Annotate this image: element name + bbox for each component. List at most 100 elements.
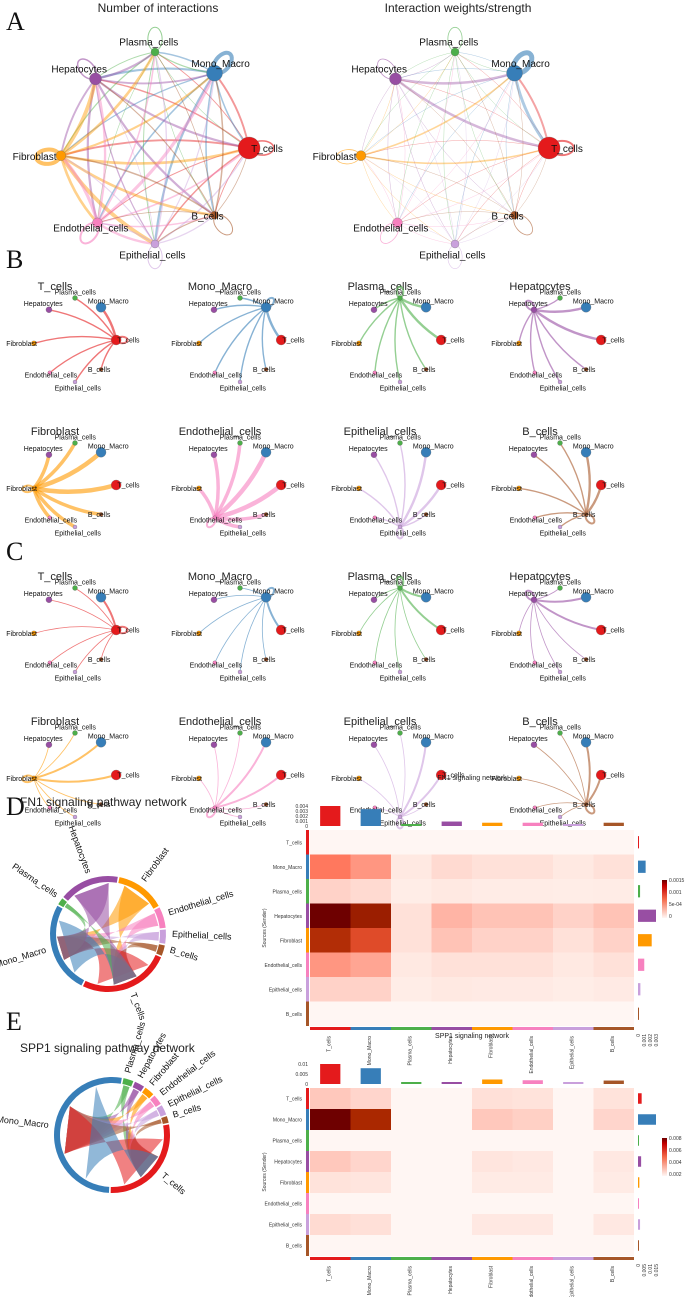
chord-label-Mono_Macro: Mono_Macro [0,945,47,970]
label-Fibroblast: Fibroblast [13,152,57,163]
panelC-title-5: Endothelial_cells [179,716,262,728]
hm-col-label-Epithelial_cells: Epithelial_cells [569,1266,575,1297]
chord-ribbon-Mono_Macro-T_cells [85,1086,159,1179]
edge-B_cells-Endothelial_cells [534,512,587,519]
hm-cell [472,1109,513,1130]
node-T_cells [436,479,447,491]
hm-cell [593,879,634,904]
panelD-chord: Fibroblast Endothelial_cells Epithelial_ce… [0,824,235,1022]
chord-arc-Epithelial_cells [159,929,166,944]
label-B_cells: B_cells [573,657,596,664]
panelE-chord-title: SPP1 signaling pathway network [20,1041,196,1055]
label-Fibroblast: Fibroblast [331,631,362,638]
label-Epithelial_cells: Epithelial_cells [540,385,587,392]
node-Endothelial_cells [47,805,52,810]
edge-Endothelial_cells-Epithelial_cells [214,807,241,818]
chord-arc-Endothelial_cells [154,907,166,929]
hm-col-bar-Endothelial_cells [512,1027,553,1030]
node-Hepatocytes [45,306,53,313]
hm-cell [512,977,553,1002]
label-Mono_Macro: Mono_Macro [573,589,614,596]
hm-row-label-Fibroblast: Fibroblast [280,1181,303,1187]
edge-Fibroblast-B_cells [59,154,216,217]
node-Fibroblast [516,340,522,347]
hm-col-label-Plasma_cells: Plasma_cells [407,1266,413,1296]
edge-Fibroblast-Plasma_cells [33,732,76,779]
label-T_cells: T_cells [117,337,140,344]
node-Hepatocytes [370,306,378,313]
hm-cell [431,903,472,928]
hm-cell [593,928,634,953]
node-T_cells [276,624,287,636]
panelD-heatmap: FN1 signaling networkT_cellsMono_MacroPl… [262,775,685,1074]
hm-row-bar-T_cells [306,1088,309,1109]
hm-cell [391,1172,432,1193]
node-Hepatocytes [210,306,218,313]
node-Endothelial_cells [532,660,537,665]
hm-right-bar-Hepatocytes [638,1156,642,1167]
hm-row-bar-Mono_Macro [306,854,309,879]
node-Epithelial_cells [397,814,403,820]
node-Mono_Macro [206,64,223,82]
edge-B_cells-Epithelial_cells [154,214,216,245]
hm-cell [593,1172,634,1193]
edge-Epithelial_cells-Plasma_cells [399,732,406,818]
hm-top-tick: 0 [305,1082,308,1088]
node-Plasma_cells [72,440,78,446]
chord-arc-B_cells [156,944,165,956]
label-Epithelial_cells: Epithelial_cells [380,385,427,392]
hm-cell [391,854,432,879]
label-Fibroblast: Fibroblast [171,341,202,348]
label-Fibroblast: Fibroblast [491,776,522,783]
label-Hepatocytes: Hepatocytes [24,301,63,308]
node-T_cells [436,334,447,346]
hm-cell [350,952,391,977]
edge-Hepatocytes-Plasma_cells [94,50,157,80]
hm-cell [431,1088,472,1109]
edge-Endothelial_cells-B_cells [214,804,267,810]
hm-cell [350,903,391,928]
node-Hepatocytes [370,741,378,748]
hm-row-label-Endothelial_cells: Endothelial_cells [264,1202,302,1208]
node-B_cells [583,802,589,807]
hm-col-bar-T_cells [310,1027,351,1030]
hm-cell [593,1235,634,1256]
hm-top-bar-Fibroblast [482,822,503,826]
edge-Mono_Macro-Fibroblast [198,306,267,345]
hm-right-tick: 0.005 [642,1264,648,1277]
hm-col-bar-Mono_Macro [350,1027,391,1030]
node-Epithelial_cells [557,814,563,820]
edge-Plasma_cells-Epithelial_cells [394,587,401,673]
edge-Plasma_cells-B_cells [399,297,427,371]
hm-col-label-T_cells: T_cells [326,1266,332,1282]
edge-Mono_Macro-B_cells [261,596,267,660]
hm-cell [431,1214,472,1235]
node-Endothelial_cells [212,515,217,520]
hm-cell [512,1151,553,1172]
hm-cell [310,1214,351,1235]
hm-top-bar-Mono_Macro [360,1068,381,1084]
label-Endothelial_cells: Endothelial_cells [510,373,563,380]
label-Epithelial_cells: Epithelial_cells [55,385,102,392]
node-Mono_Macro [95,737,107,748]
label-Fibroblast: Fibroblast [171,631,202,638]
node-Fibroblast [31,630,37,637]
label-Epithelial_cells: Epithelial_cells [540,530,587,537]
label-T_cells: T_cells [117,627,140,634]
edge-Endothelial_cells-Mono_Macro [397,72,515,224]
hm-cell [431,1130,472,1151]
hm-cell [310,830,351,855]
edge-B_cells-Fibroblast [360,155,515,216]
node-Mono_Macro [580,737,592,748]
edge-Fibroblast-T_cells [59,146,251,165]
edge-Hepatocytes-Epithelial_cells [395,78,456,245]
panelD-heatmap-legend-tick: 5e-04 [669,902,682,908]
node-T_cells [111,479,122,491]
label-Fibroblast: Fibroblast [491,631,522,638]
label-Fibroblast: Fibroblast [6,631,37,638]
edge-Mono_Macro-Endothelial_cells [96,72,216,224]
label-Fibroblast: Fibroblast [491,486,522,493]
hm-cell [431,1172,472,1193]
node-Plasma_cells [237,295,243,301]
hm-cell [431,977,472,1002]
